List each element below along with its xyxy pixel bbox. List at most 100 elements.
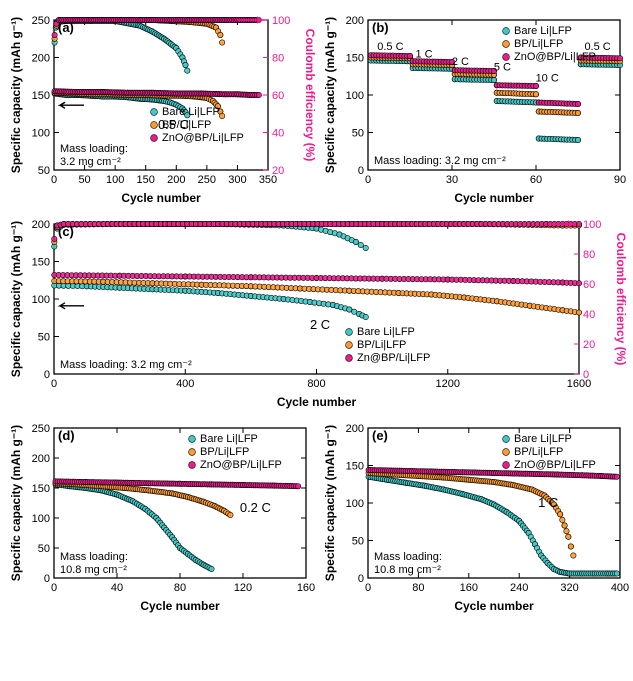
svg-text:Bare Li|LFP: Bare Li|LFP — [514, 433, 572, 445]
svg-text:Cycle number: Cycle number — [454, 599, 534, 613]
svg-text:200: 200 — [32, 453, 50, 465]
svg-text:Cycle number: Cycle number — [277, 395, 357, 409]
svg-text:Cycle number: Cycle number — [140, 599, 220, 613]
svg-text:(d): (d) — [58, 428, 75, 443]
svg-text:100: 100 — [106, 174, 124, 186]
svg-text:Specific capacity (mAh g⁻¹): Specific capacity (mAh g⁻¹) — [323, 17, 337, 173]
svg-text:0.5 C: 0.5 C — [377, 41, 403, 53]
svg-text:100: 100 — [583, 219, 601, 231]
svg-text:50: 50 — [38, 332, 50, 344]
svg-text:ZnO@BP/Li|LFP: ZnO@BP/Li|LFP — [200, 459, 282, 471]
svg-text:100: 100 — [346, 90, 364, 102]
svg-text:100: 100 — [32, 513, 50, 525]
svg-text:Mass loading:: Mass loading: — [374, 551, 442, 563]
panel-a: 0501001502002503003505010015020025020406… — [6, 6, 316, 206]
svg-text:200: 200 — [346, 423, 364, 435]
svg-text:Coulomb efficiency (%): Coulomb efficiency (%) — [303, 29, 316, 162]
svg-text:10.8 mg cm⁻²: 10.8 mg cm⁻² — [374, 564, 441, 576]
svg-text:BP/Li|LFP: BP/Li|LFP — [162, 119, 211, 131]
svg-text:Cycle number: Cycle number — [454, 191, 534, 205]
svg-text:ZnO@BP/Li|LFP: ZnO@BP/Li|LFP — [514, 459, 596, 471]
svg-text:Bare Li|LFP: Bare Li|LFP — [200, 433, 258, 445]
svg-text:200: 200 — [32, 53, 50, 65]
svg-text:0: 0 — [44, 369, 50, 381]
svg-text:100: 100 — [32, 294, 50, 306]
svg-text:Mass loading:: Mass loading: — [60, 551, 128, 563]
svg-text:Mass loading: 3.2 mg cm⁻²: Mass loading: 3.2 mg cm⁻² — [60, 359, 192, 371]
svg-text:150: 150 — [137, 174, 155, 186]
svg-text:200: 200 — [167, 174, 185, 186]
svg-text:250: 250 — [32, 423, 50, 435]
svg-text:160: 160 — [297, 582, 315, 594]
panel-b: 0 30 60 90 0 50 100 150 200 Cycle number Specific … — [320, 6, 630, 206]
svg-text:320: 320 — [560, 582, 578, 594]
svg-text:(e): (e) — [372, 428, 388, 443]
svg-text:30: 30 — [446, 174, 458, 186]
svg-text:50: 50 — [352, 536, 364, 548]
svg-text:0: 0 — [358, 573, 364, 585]
svg-text:0: 0 — [365, 582, 371, 594]
svg-text:0: 0 — [51, 174, 57, 186]
svg-text:200: 200 — [346, 15, 364, 27]
svg-text:2 C: 2 C — [310, 317, 330, 332]
svg-text:0: 0 — [365, 174, 371, 186]
svg-text:10 C: 10 C — [536, 73, 559, 85]
svg-text:150: 150 — [346, 461, 364, 473]
figure-grid: 0501001502002503003505010015020025020406… — [6, 6, 627, 614]
svg-text:250: 250 — [32, 15, 50, 27]
svg-text:200: 200 — [32, 219, 50, 231]
svg-text:BP/Li|LFP: BP/Li|LFP — [514, 446, 563, 458]
svg-text:Specific capacity (mAh g⁻¹): Specific capacity (mAh g⁻¹) — [9, 17, 23, 173]
svg-text:Cycle number: Cycle number — [121, 191, 201, 205]
svg-text:20: 20 — [272, 165, 284, 177]
svg-text:20: 20 — [583, 339, 595, 351]
svg-text:5 C: 5 C — [494, 61, 511, 73]
svg-text:50: 50 — [352, 128, 364, 140]
svg-text:0: 0 — [51, 378, 57, 390]
svg-text:90: 90 — [614, 174, 626, 186]
svg-text:0: 0 — [44, 573, 50, 585]
svg-text:100: 100 — [272, 15, 290, 27]
svg-text:150: 150 — [32, 483, 50, 495]
svg-text:Mass loading: 3.2 mg cm⁻²: Mass loading: 3.2 mg cm⁻² — [374, 155, 506, 167]
svg-text:80: 80 — [412, 582, 424, 594]
svg-text:100: 100 — [32, 128, 50, 140]
svg-text:3.2 mg cm⁻²: 3.2 mg cm⁻² — [60, 156, 121, 168]
svg-text:80: 80 — [174, 582, 186, 594]
svg-text:Bare Li|LFP: Bare Li|LFP — [514, 25, 572, 37]
svg-text:Mass loading:: Mass loading: — [60, 143, 128, 155]
svg-text:150: 150 — [32, 257, 50, 269]
svg-text:BP/Li|LFP: BP/Li|LFP — [514, 38, 563, 50]
svg-text:0: 0 — [51, 582, 57, 594]
svg-text:400: 400 — [611, 582, 629, 594]
svg-text:0: 0 — [583, 369, 589, 381]
svg-text:100: 100 — [346, 498, 364, 510]
svg-text:0: 0 — [358, 165, 364, 177]
svg-text:40: 40 — [272, 128, 284, 140]
svg-text:Specific capacity (mAh g⁻¹): Specific capacity (mAh g⁻¹) — [9, 221, 23, 377]
svg-text:Specific capacity (mAh g⁻¹): Specific capacity (mAh g⁻¹) — [9, 425, 23, 581]
panel-c: 040080012001600050100150200020406080100C… — [6, 210, 630, 410]
panel-e: 080160240320400050100150200Cycle numberS… — [320, 414, 630, 614]
svg-text:800: 800 — [307, 378, 325, 390]
svg-text:40: 40 — [111, 582, 123, 594]
svg-text:Bare Li|LFP: Bare Li|LFP — [357, 326, 415, 338]
svg-text:150: 150 — [346, 53, 364, 65]
panel-d: 04080120160050100150200250Cycle numberSp… — [6, 414, 316, 614]
svg-text:2 C: 2 C — [452, 56, 469, 68]
svg-text:50: 50 — [78, 174, 90, 186]
svg-text:Zn@BP/Li|LFP: Zn@BP/Li|LFP — [357, 352, 430, 364]
svg-text:BP/Li|LFP: BP/Li|LFP — [357, 339, 406, 351]
svg-text:(b): (b) — [372, 20, 389, 35]
svg-text:1200: 1200 — [436, 378, 460, 390]
svg-text:60: 60 — [272, 90, 284, 102]
svg-text:ZnO@BP/Li|LFP: ZnO@BP/Li|LFP — [514, 51, 596, 63]
svg-text:150: 150 — [32, 90, 50, 102]
svg-text:80: 80 — [583, 249, 595, 261]
svg-text:250: 250 — [198, 174, 216, 186]
svg-text:240: 240 — [510, 582, 528, 594]
svg-text:60: 60 — [530, 174, 542, 186]
svg-text:160: 160 — [460, 582, 478, 594]
svg-text:1 C: 1 C — [538, 495, 558, 510]
svg-text:300: 300 — [228, 174, 246, 186]
